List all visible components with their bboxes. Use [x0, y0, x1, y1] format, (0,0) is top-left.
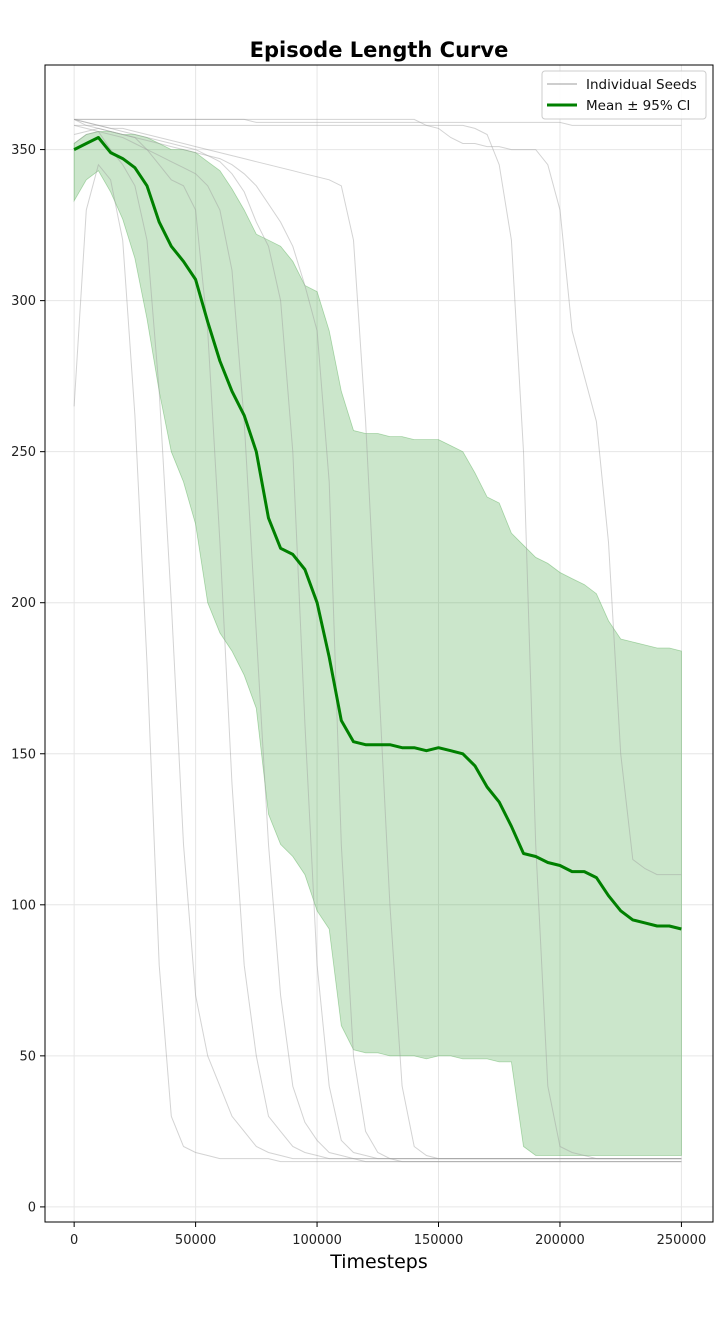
x-tick-label: 200000: [535, 1233, 585, 1248]
confidence-band: [73, 131, 682, 1156]
seed-line: [73, 118, 682, 1160]
chart-title: Episode Length Curve: [250, 38, 509, 62]
seed-line: [73, 163, 682, 1163]
x-axis-label: Timesteps: [329, 1251, 428, 1273]
y-tick-label: 350: [11, 143, 36, 158]
y-tick-label: 100: [11, 898, 36, 913]
plot-area-frame: [44, 64, 714, 1223]
legend-box: [541, 70, 707, 120]
mean-line: [73, 136, 682, 931]
y-tick-label: 200: [11, 596, 36, 611]
seed-line: [73, 130, 682, 1160]
legend-mean-label: Mean ± 95% CI: [586, 98, 690, 114]
y-tick-label: 0: [28, 1200, 36, 1215]
seed-line: [73, 127, 682, 1163]
seed-line: [74, 118, 682, 1160]
seed-line: [74, 118, 682, 126]
y-tick-label: 50: [19, 1049, 36, 1064]
x-tick-label: 250000: [657, 1233, 707, 1248]
legend-seed-label: Individual Seeds: [586, 77, 697, 93]
y-axis-ticks: 0 50 100 150 200 250 300 350: [11, 143, 45, 1215]
ci-band-area: [73, 131, 682, 1156]
x-tick-label: 100000: [292, 1233, 342, 1248]
legend: Individual Seeds Mean ± 95% CI: [541, 70, 707, 120]
y-tick-label: 300: [11, 294, 36, 309]
seed-line: [74, 124, 682, 876]
seed-line: [73, 124, 682, 1160]
y-tick-label: 150: [11, 747, 36, 762]
mean-series-line: [73, 136, 682, 931]
individual-seed-lines: [73, 118, 682, 1163]
grid-lines: [45, 65, 713, 1222]
x-tick-label: 150000: [414, 1233, 464, 1248]
x-tick-label: 0: [70, 1233, 78, 1248]
x-tick-label: 50000: [175, 1233, 216, 1248]
y-tick-label: 250: [11, 445, 36, 460]
seed-line: [73, 118, 682, 1160]
x-axis-ticks: 0 50000 100000 150000 200000 250000: [70, 1222, 706, 1248]
seed-line: [73, 118, 682, 1163]
